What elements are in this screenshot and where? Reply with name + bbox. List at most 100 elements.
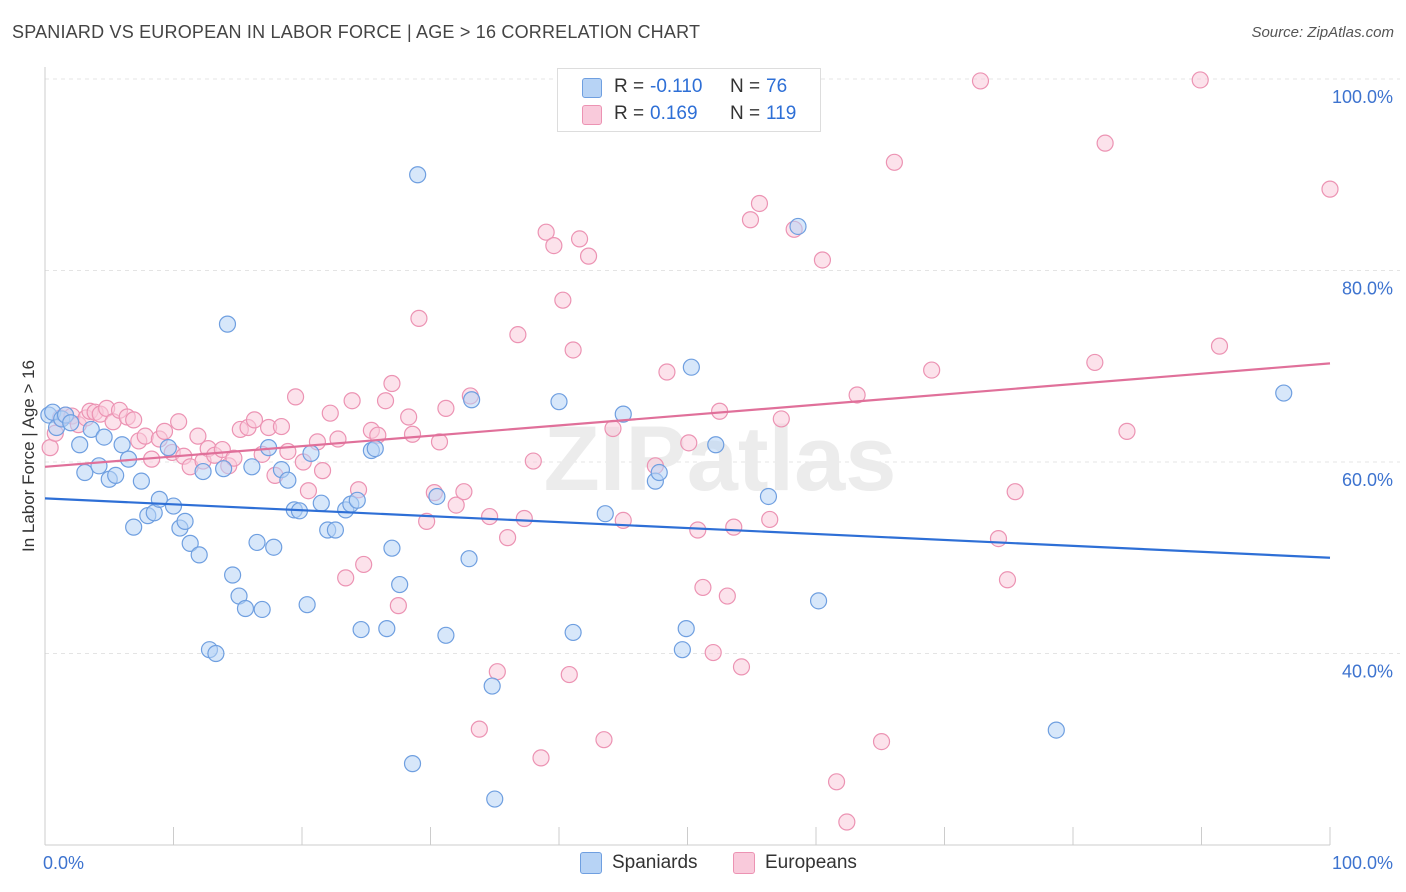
europeans-point [848,386,866,404]
europeans-point [564,341,582,359]
europeans-point [321,404,339,422]
spaniards-point [302,444,320,462]
europeans-point [718,587,736,605]
europeans-point [1210,337,1229,355]
spaniards-point [159,439,177,457]
legend-spaniards-swatch [580,852,602,874]
spaniards-point [550,393,568,411]
spaniards-point [265,538,283,556]
europeans-point [437,399,455,417]
spaniards-point [71,436,89,454]
europeans-point [272,417,291,436]
spaniards-point [1275,384,1293,402]
spaniards-point [596,505,614,523]
europeans-point [989,529,1008,548]
europeans-point [1006,483,1024,501]
spaniards-point [132,472,150,490]
y-axis-label: In Labor Force | Age > 16 [19,360,38,552]
europeans-point [355,555,373,574]
spaniards-point [312,494,330,512]
spaniards-point [218,315,237,333]
europeans-point [813,251,832,269]
spaniards-point [125,518,143,536]
europeans-point [481,507,499,526]
europeans-point [447,496,465,514]
europeans-point [170,413,188,431]
spaniards-point [194,462,212,481]
europeans-point [545,237,563,255]
spaniards-point [90,457,108,475]
europeans-point [537,223,555,241]
spaniards-point [460,550,478,568]
spaniards-point [383,539,401,557]
spaniards-point [62,414,80,432]
europeans-point [1086,353,1104,372]
europeans-point [383,374,401,393]
europeans-point [337,569,355,587]
europeans-point [570,230,589,248]
axis-layer [44,67,1331,846]
spaniards-point [483,677,501,695]
spaniards-point [82,420,100,439]
r-value: -0.110 [650,76,703,97]
spaniards-point [437,626,455,644]
spaniards-point [789,217,807,236]
europeans-point [827,773,846,791]
europeans-point [732,658,751,676]
europeans-point [509,326,527,344]
stats-row-spaniards: R = -0.110 N = 76 [558,75,820,101]
spaniards-point [76,463,94,482]
y-tick-label: 60.0% [1342,470,1393,490]
trend-layer [44,362,1331,559]
spaniards-point [348,491,366,509]
europeans-point [885,153,903,171]
y-tick-label: 40.0% [1342,662,1393,682]
tick-label-layer: 40.0% 60.0% 80.0% 100.0% 0.0% 100.0% [43,87,1393,873]
europeans-point [704,643,722,662]
spaniards-point [190,546,208,564]
spaniards-point [164,497,183,515]
europeans-point [1321,180,1339,198]
europeans-point [225,449,243,467]
europeans-point [680,434,698,452]
grid-layer [45,78,1400,654]
europeans-point [694,578,712,597]
y-tick-label: 100.0% [1332,87,1393,107]
spaniards-point [248,533,266,552]
europeans-point [750,194,769,213]
spaniards-point [759,487,778,506]
europeans-point [560,665,578,684]
europeans-point [400,408,418,426]
spaniards-point [809,592,828,610]
europeans-point [515,509,533,528]
europeans-point [689,521,707,539]
europeans-point [136,427,154,445]
europeans-point [286,388,305,406]
spaniards-point [224,566,242,584]
n-label: N = [730,76,761,97]
spaniards-point [707,436,725,454]
europeans-point [376,392,395,410]
r-label: R = [614,103,645,124]
europeans-point [455,483,473,501]
spaniards-point [650,463,668,482]
legend-spaniards-label: Spaniards [612,852,698,873]
europeans-point [532,749,550,767]
spaniards-point [677,620,695,638]
spaniards-swatch [582,78,602,98]
europeans-point [418,512,436,530]
spaniards-point [463,391,481,409]
europeans-point [838,813,856,831]
n-value: 119 [766,103,797,124]
europeans-point [470,720,488,738]
europeans-point [245,411,264,429]
spaniards-point [403,755,422,773]
legend-europeans-swatch [733,852,755,874]
europeans-point [872,732,891,751]
europeans-point [998,571,1017,589]
n-value: 76 [766,76,788,97]
europeans-point [189,427,207,445]
spaniards-point [176,512,194,530]
europeans-point [1118,422,1136,440]
europeans-point [579,247,598,265]
